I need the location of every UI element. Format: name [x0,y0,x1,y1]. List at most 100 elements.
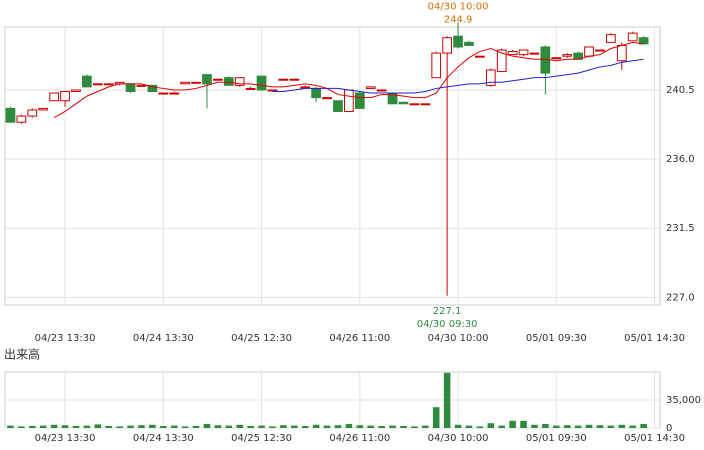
volume-bar [236,424,243,428]
volume-bar [400,426,407,428]
y-tick-label: 35,000 [666,395,701,406]
volume-bar [181,426,189,428]
volume-bar [585,424,593,428]
volume-bar [531,424,538,428]
candle-body [365,86,376,89]
candle-body [300,86,311,89]
candle-body [202,74,212,85]
candle-body [595,49,605,52]
candle-body [213,78,223,81]
volume-bar [618,424,626,428]
candle-body [398,101,409,105]
candle-body [485,69,496,86]
candle-body [136,84,147,87]
volume-bar [301,426,309,428]
volume-bar [487,423,495,428]
volume-bar [629,425,636,428]
candle-body [49,92,59,102]
volume-bar [542,424,549,428]
candle-body [507,51,518,56]
candle-body [409,103,420,106]
candle-body [191,81,201,84]
candle-body [38,107,49,111]
volume-bar [432,407,440,428]
volume-bar [39,425,47,428]
volume-bar [607,425,615,428]
volume-bar [225,425,233,428]
candle-body [103,83,114,86]
x-tick-label: 04/30 10:00 [428,433,489,444]
candle-body [420,103,431,106]
volume-bar [83,425,91,428]
volume-bar [269,426,276,428]
volume-bar [247,426,254,428]
candle-body [442,37,452,54]
candle-body [333,100,343,112]
x-tick-label: 04/26 11:00 [329,433,390,444]
volume-bar [498,425,505,428]
candle-body [584,46,594,57]
candle-body [234,77,245,86]
candle-body [125,83,136,93]
annotation-label: 04/30 10:00 [428,1,489,12]
candle-body [180,81,190,85]
volume-title: 出来高 [4,347,40,362]
price-frame [4,26,661,306]
candle-body [147,84,158,93]
volume-bar [72,426,80,428]
moving-average [272,58,644,94]
candle-body [71,89,81,93]
candle-body [496,49,507,73]
volume-bar [509,420,516,428]
x-tick-label: 04/26 11:00 [329,333,390,344]
volume-bar [192,426,200,428]
x-tick-label: 04/23 13:30 [35,333,96,344]
volume-bar [127,425,134,428]
candle-body [16,115,27,123]
candle-body [27,109,38,117]
candle-body [464,41,474,46]
volume-bar [367,425,374,428]
candle-body [562,54,573,57]
volume-bar [94,424,102,428]
volume-bar [160,426,167,428]
volume-bar [138,425,145,428]
x-tick-label: 04/24 13:30 [133,333,194,344]
annotation-value: 244.9 [444,14,473,25]
y-tick-label: 231.5 [666,223,695,234]
volume-bar [18,426,25,428]
candle-body [453,35,463,48]
volume-bar [520,420,527,428]
volume-bar [596,425,604,428]
volume-bar [203,424,211,428]
volume-bar [378,426,385,428]
volume-bar [258,425,265,428]
candle-body [475,55,485,58]
candle-body [376,89,387,92]
y-tick-label: 236.0 [666,154,695,165]
volume-bar [454,424,462,428]
volume-bar [61,425,69,428]
volume-bar [312,424,320,428]
volume-bar [149,424,156,428]
annotation-label: 04/30 09:30 [417,319,478,330]
volume-bar [323,425,331,428]
volume-bar [7,425,14,428]
y-tick-label: 0 [666,423,672,434]
candle-body [616,44,627,62]
volume-bar [50,424,58,428]
candle-body [518,49,529,56]
volume-bar [116,426,123,428]
candle-body [431,52,442,79]
volume-bar [574,425,582,428]
candle-body [627,32,638,42]
volume-bar [476,426,484,428]
candle-body [551,57,562,60]
volume-bar [422,425,429,428]
volume-bar [29,426,36,428]
y-tick-label: 240.5 [666,85,695,96]
volume-bar [553,425,560,428]
x-tick-label: 04/24 13:30 [133,433,194,444]
candle-body [267,89,278,92]
